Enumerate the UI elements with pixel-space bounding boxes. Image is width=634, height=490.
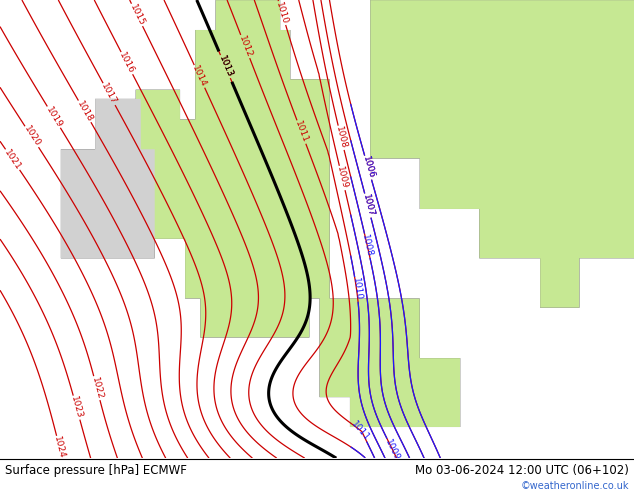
Text: 1018: 1018 (75, 99, 94, 123)
Text: 1023: 1023 (69, 395, 84, 420)
Text: 1007: 1007 (361, 193, 375, 218)
Text: Surface pressure [hPa] ECMWF: Surface pressure [hPa] ECMWF (5, 464, 187, 477)
Text: 1022: 1022 (89, 376, 104, 400)
Text: 1011: 1011 (350, 419, 372, 442)
Text: 1007: 1007 (361, 193, 375, 218)
Text: 1008: 1008 (360, 234, 374, 258)
Text: 1024: 1024 (53, 436, 67, 460)
Text: 1006: 1006 (361, 155, 375, 180)
Text: 1021: 1021 (3, 147, 23, 172)
Text: 1006: 1006 (361, 155, 375, 180)
Text: 1011: 1011 (293, 120, 309, 145)
Text: 1009: 1009 (335, 166, 349, 190)
Text: 1010: 1010 (351, 277, 363, 301)
Text: 1013: 1013 (217, 54, 234, 79)
Text: ©weatheronline.co.uk: ©weatheronline.co.uk (521, 481, 629, 490)
Text: 1013: 1013 (217, 54, 234, 79)
Text: Mo 03-06-2024 12:00 UTC (06+102): Mo 03-06-2024 12:00 UTC (06+102) (415, 464, 629, 477)
Text: 1009: 1009 (384, 438, 402, 462)
Text: 1016: 1016 (117, 51, 136, 75)
Text: 1017: 1017 (100, 82, 119, 106)
Text: 1010: 1010 (275, 0, 290, 25)
Text: 1012: 1012 (237, 34, 254, 59)
Text: 1015: 1015 (128, 2, 146, 27)
Text: 1014: 1014 (191, 64, 209, 89)
Text: 1019: 1019 (44, 105, 63, 129)
Text: 1020: 1020 (22, 124, 42, 149)
Text: 1008: 1008 (334, 125, 348, 150)
